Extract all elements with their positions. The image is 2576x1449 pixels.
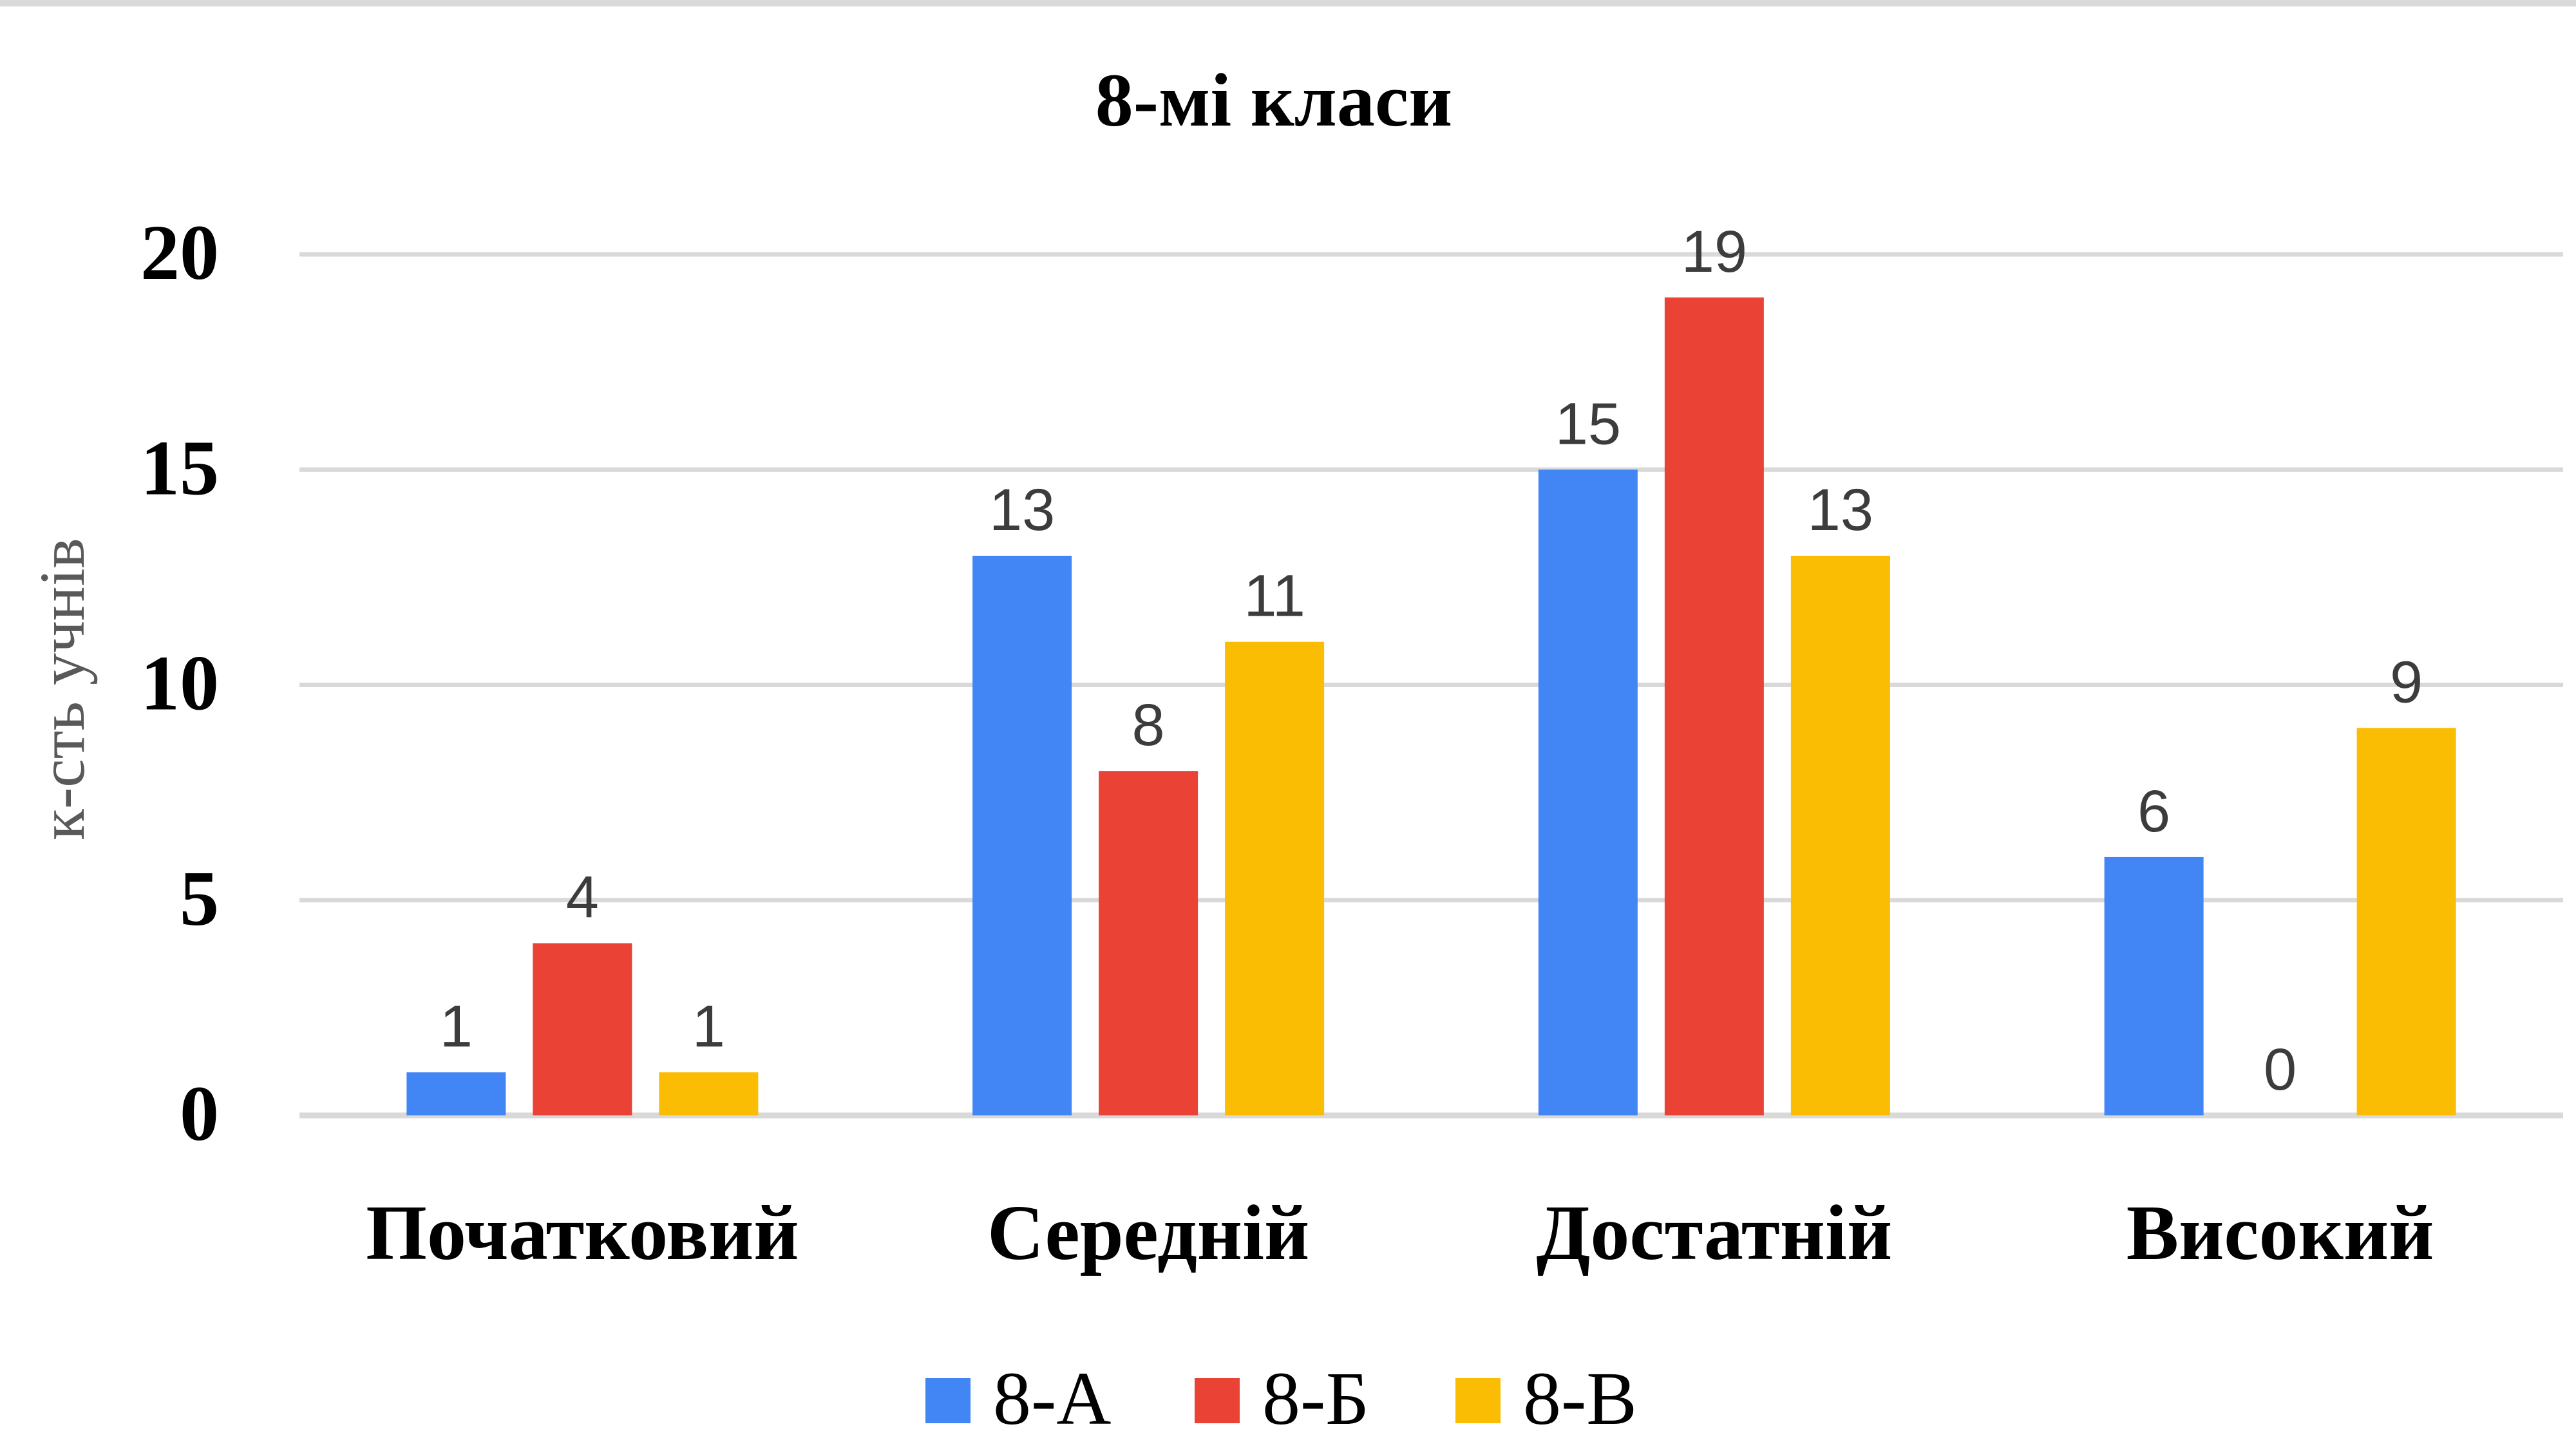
data-label: 9	[2390, 649, 2423, 715]
y-tick-labels: 0 5 10 15 20	[140, 209, 219, 1157]
bar	[533, 943, 632, 1115]
data-label: 8	[1132, 692, 1165, 758]
bar	[406, 1072, 506, 1115]
y-tick-label: 5	[180, 855, 219, 942]
y-tick-label: 20	[140, 209, 219, 296]
bar	[1099, 771, 1198, 1115]
data-label: 0	[2264, 1037, 2297, 1103]
data-label: 4	[566, 865, 599, 931]
data-labels: 1 4 1 13 8 11 15 19 13 6 0 9	[440, 219, 2423, 1103]
y-tick-label: 15	[140, 424, 219, 511]
bar	[659, 1072, 759, 1115]
y-axis-label: к-сть учнів	[26, 538, 98, 840]
category-label: Початковий	[366, 1189, 799, 1276]
data-label: 6	[2137, 779, 2170, 844]
legend-label: 8-В	[1523, 1356, 1637, 1441]
data-label: 11	[1244, 564, 1305, 629]
data-label: 15	[1555, 391, 1621, 457]
category-labels: Початковий Середній Достатній Високий	[366, 1189, 2434, 1276]
legend-label: 8-А	[993, 1356, 1112, 1441]
data-label: 13	[989, 477, 1055, 543]
bars	[406, 297, 2456, 1116]
data-label: 19	[1681, 219, 1747, 285]
bar	[2356, 728, 2456, 1115]
bar	[972, 555, 1072, 1115]
bar	[1538, 469, 1638, 1115]
bar	[1790, 555, 1890, 1115]
top-border	[0, 0, 2576, 6]
bar	[1225, 641, 1325, 1115]
y-tick-label: 0	[180, 1070, 219, 1157]
data-label: 1	[440, 994, 473, 1059]
bar	[1664, 297, 1764, 1116]
legend-swatch	[1455, 1378, 1501, 1423]
y-tick-label: 10	[140, 640, 219, 727]
category-label: Високий	[2126, 1189, 2434, 1276]
category-label: Середній	[987, 1189, 1309, 1276]
gridlines	[299, 252, 2563, 1119]
bar	[2104, 857, 2204, 1115]
legend-swatch	[1195, 1378, 1240, 1423]
legend-label: 8-Б	[1262, 1356, 1369, 1441]
chart-title: 8-мі класи	[1095, 58, 1453, 142]
data-label: 13	[1808, 477, 1873, 543]
data-label: 1	[692, 994, 725, 1059]
legend: 8-А 8-Б 8-В	[925, 1356, 1637, 1441]
category-label: Достатній	[1536, 1189, 1892, 1276]
legend-swatch	[925, 1378, 971, 1423]
